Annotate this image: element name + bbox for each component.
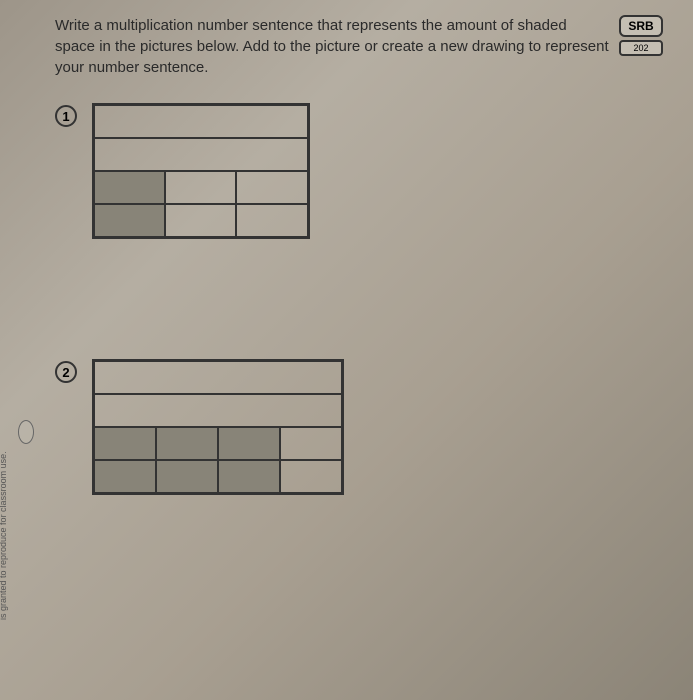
- diagram-row: [94, 105, 308, 138]
- diagram-2: [92, 359, 344, 495]
- grid-cell-shaded: [94, 171, 165, 204]
- diagram-row: [94, 204, 308, 237]
- header-row: Write a multiplication number sentence t…: [55, 15, 663, 78]
- grid-cell-shaded: [218, 427, 280, 460]
- grid-cell-shaded: [156, 427, 218, 460]
- diagram-row: [94, 138, 308, 171]
- grid-cell-shaded: [156, 460, 218, 493]
- worksheet-page: is granted to reproduce for classroom us…: [0, 0, 693, 700]
- problem-number-1: 1: [55, 105, 77, 127]
- grid-cell: [94, 138, 308, 171]
- diagram-row: [94, 171, 308, 204]
- problem-number-2: 2: [55, 361, 77, 383]
- spiral-hole-icon: [18, 420, 34, 444]
- srb-label: SRB: [619, 15, 663, 37]
- grid-cell-shaded: [94, 204, 165, 237]
- grid-cell: [165, 171, 237, 204]
- grid-cell: [236, 171, 308, 204]
- grid-cell: [165, 204, 237, 237]
- diagram-row: [94, 427, 342, 460]
- grid-cell-shaded: [94, 427, 156, 460]
- diagram-row: [94, 361, 342, 394]
- grid-cell: [280, 460, 342, 493]
- grid-cell: [236, 204, 308, 237]
- grid-cell: [94, 394, 342, 427]
- srb-page-number: 202: [619, 40, 663, 56]
- grid-cell: [280, 427, 342, 460]
- instructions-text: Write a multiplication number sentence t…: [55, 15, 609, 78]
- grid-cell: [94, 361, 342, 394]
- copyright-caption: is granted to reproduce for classroom us…: [0, 451, 8, 620]
- grid-cell-shaded: [94, 460, 156, 493]
- grid-cell: [94, 105, 308, 138]
- srb-badge: SRB 202: [619, 15, 663, 56]
- diagram-row: [94, 394, 342, 427]
- diagram-row: [94, 460, 342, 493]
- problem-1: 1: [55, 103, 663, 239]
- grid-cell-shaded: [218, 460, 280, 493]
- problem-2: 2: [55, 359, 663, 495]
- diagram-1: [92, 103, 310, 239]
